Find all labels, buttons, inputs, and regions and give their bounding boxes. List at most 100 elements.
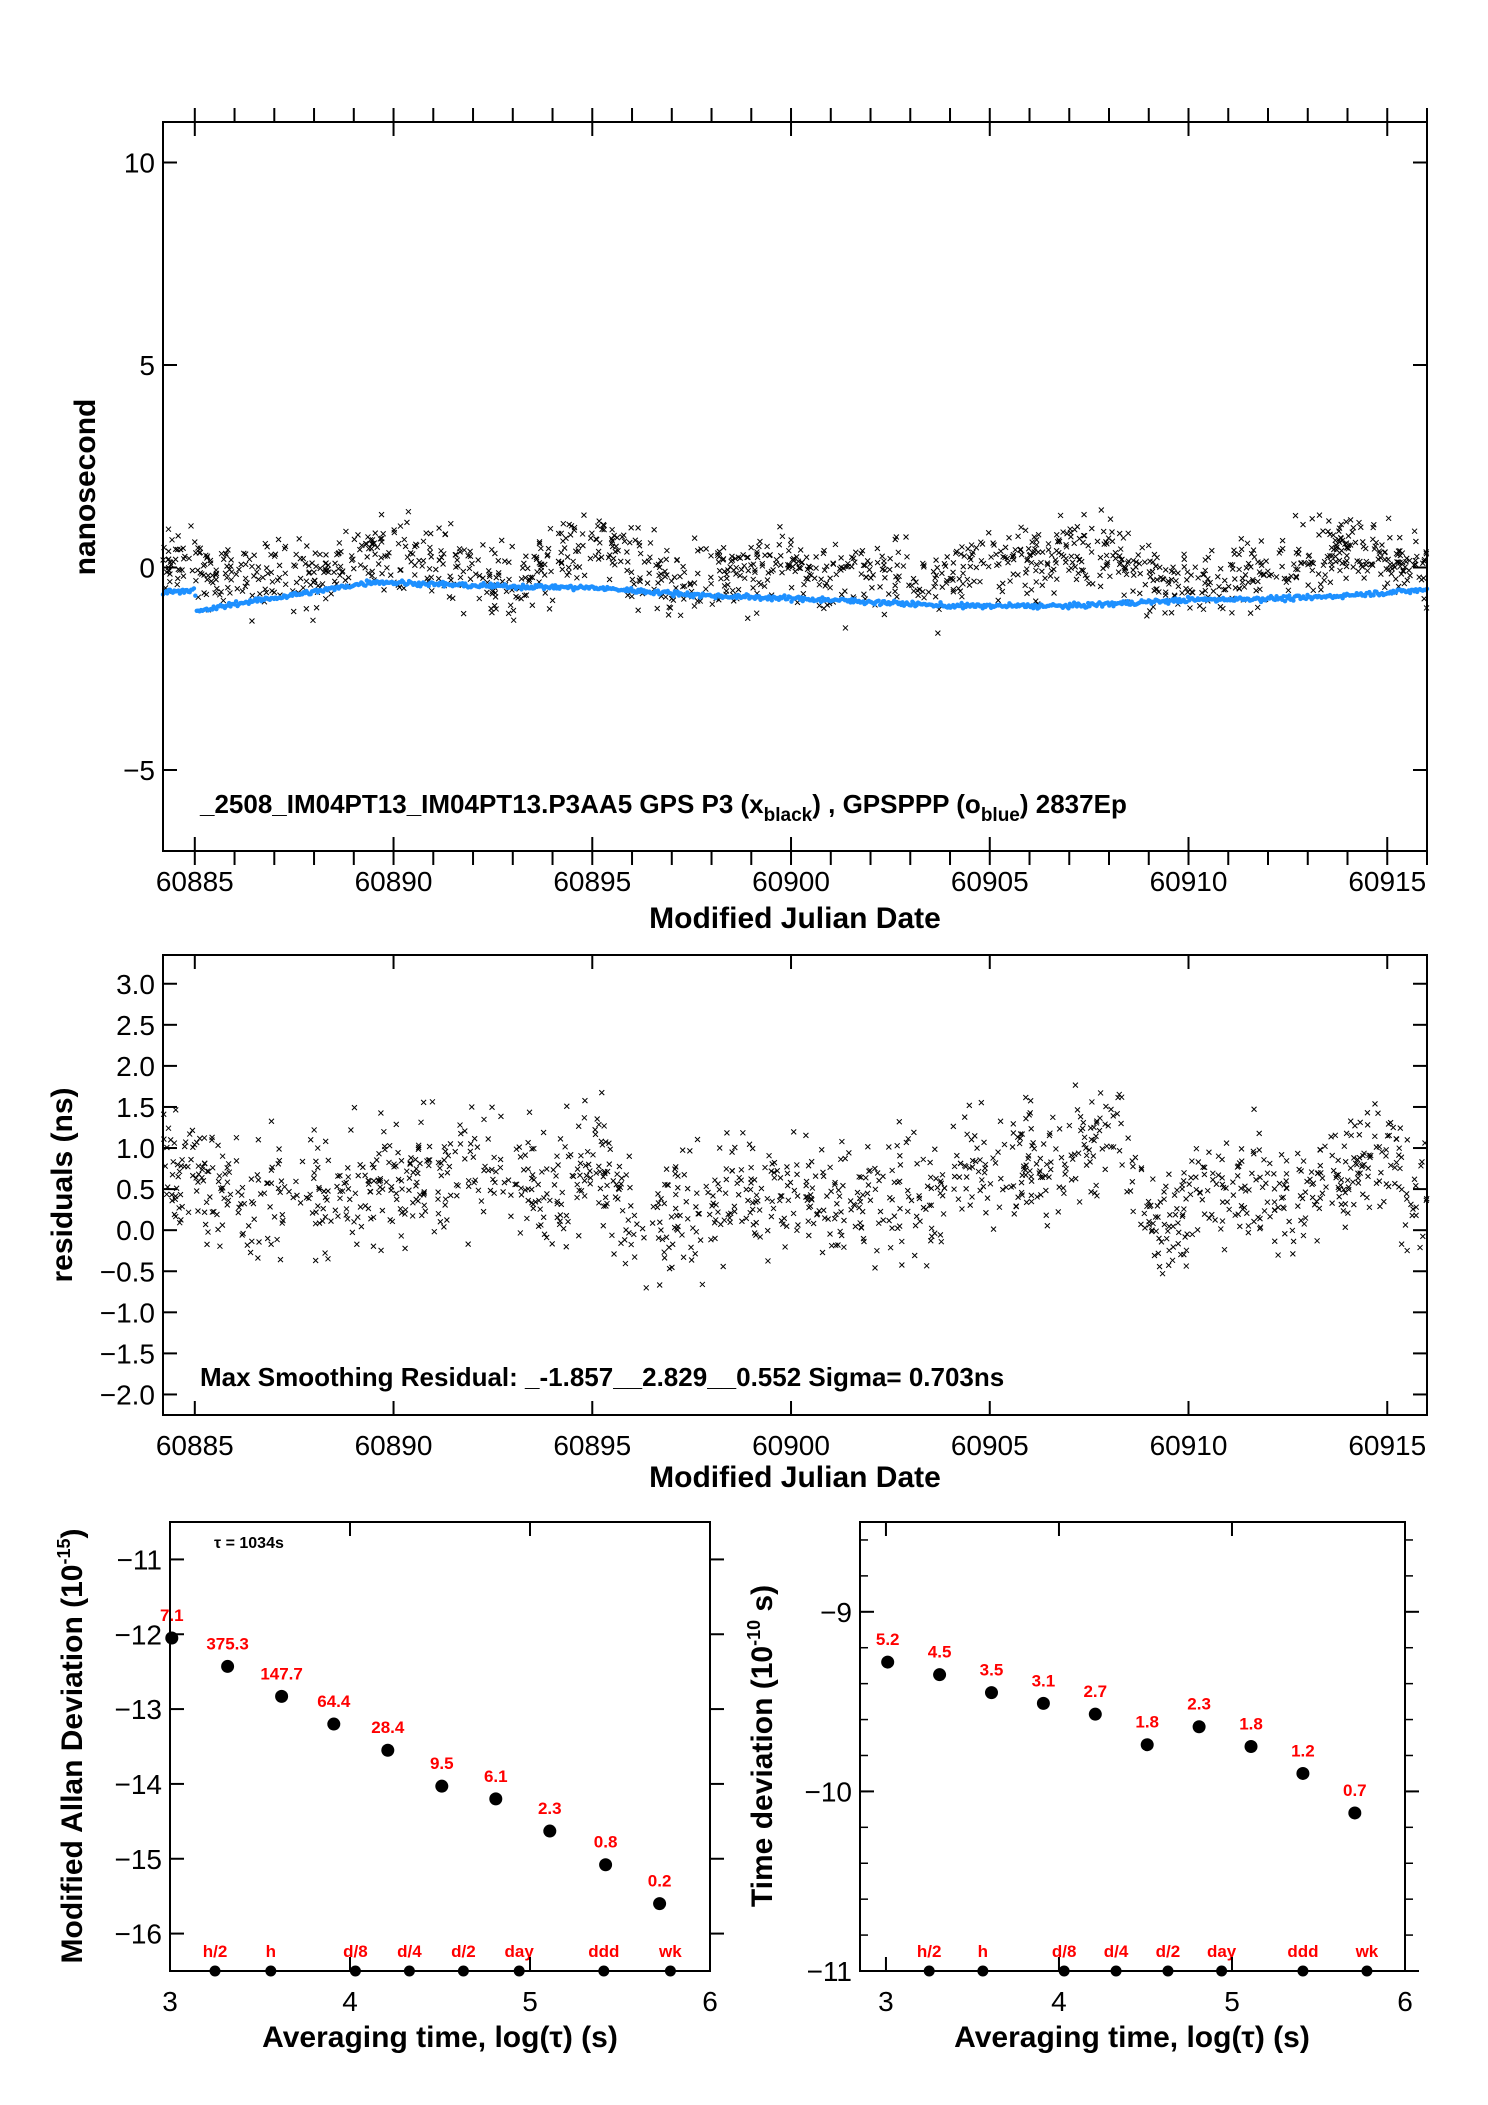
data-point-x	[795, 1222, 801, 1228]
data-point-x	[706, 1211, 713, 1218]
data-point-x	[455, 1182, 461, 1189]
data-point-x	[598, 1138, 605, 1145]
data-point-x	[1147, 1202, 1154, 1209]
data-point-x	[235, 1209, 242, 1216]
data-point-x	[262, 540, 269, 547]
data-point-x	[1292, 512, 1299, 519]
data-point-x	[1322, 572, 1329, 578]
data-point-x	[607, 1146, 614, 1153]
data-point-x	[716, 567, 723, 574]
data-point-x	[684, 1185, 691, 1192]
data-point-x	[1316, 532, 1322, 538]
data-point-x	[310, 1175, 317, 1182]
data-point-x	[191, 539, 198, 545]
data-point-x	[1352, 1122, 1358, 1129]
y-tick-label: 1.0	[116, 1133, 155, 1164]
data-point-x	[819, 1249, 826, 1256]
data-point-x	[224, 584, 231, 591]
data-point-x	[1328, 1133, 1334, 1140]
data-point-x	[1141, 559, 1148, 566]
data-point-x	[694, 1136, 701, 1143]
data-point-x	[756, 543, 762, 550]
data-point-x	[1342, 1189, 1349, 1196]
data-point-x	[1227, 561, 1234, 568]
data-point-x	[600, 1222, 607, 1229]
data-point-x	[767, 551, 773, 558]
data-point-x	[602, 1170, 608, 1177]
data-point-x	[565, 1218, 571, 1225]
data-point-x	[581, 512, 587, 519]
data-point-x	[417, 1160, 423, 1167]
data-point-x	[990, 1155, 996, 1161]
data-point-x	[631, 1212, 638, 1219]
data-point-x	[367, 1188, 373, 1195]
data-point-x	[1298, 1217, 1304, 1224]
data-point-x	[174, 575, 181, 582]
data-point-x	[862, 562, 868, 569]
point-label: 2.3	[538, 1799, 562, 1818]
interval-label: d/8	[343, 1942, 368, 1961]
data-point-x	[343, 1206, 350, 1212]
data-point-x	[912, 1222, 919, 1229]
data-point-x	[1332, 1132, 1339, 1139]
data-point-x	[441, 1223, 447, 1230]
data-point-x	[985, 529, 992, 536]
data-point-x	[1130, 557, 1137, 564]
data-point-x	[810, 1220, 817, 1227]
data-point-x	[1192, 564, 1199, 571]
data-point-x	[974, 1145, 980, 1151]
data-point-x	[461, 547, 468, 553]
data-point-x	[1379, 542, 1385, 548]
data-point-x	[1226, 1206, 1233, 1213]
data-point-x	[558, 560, 565, 567]
data-point-x	[658, 1195, 664, 1202]
data-point-x	[1293, 573, 1300, 580]
data-point-x	[573, 564, 579, 570]
data-point-x	[452, 1148, 459, 1155]
data-point-x	[217, 1243, 223, 1250]
data-point-x	[1407, 572, 1413, 579]
data-point-x	[1081, 1141, 1088, 1148]
data-point-x	[1270, 1171, 1277, 1177]
data-point-x	[694, 570, 701, 577]
data-point-x	[1217, 1226, 1224, 1232]
data-point-x	[715, 559, 722, 565]
data-point-x	[560, 538, 566, 544]
data-point-x	[1238, 546, 1245, 553]
data-point-x	[1367, 1152, 1374, 1159]
data-point-x	[1166, 1212, 1173, 1218]
data-point-x	[1387, 561, 1394, 568]
data-point-x	[604, 1182, 610, 1189]
data-point-x	[630, 1231, 637, 1238]
data-point-x	[1035, 549, 1042, 555]
data-point-o	[696, 592, 701, 597]
data-point-x	[395, 1149, 401, 1156]
data-point-x	[835, 1242, 841, 1248]
data-point-x	[960, 570, 966, 577]
data-point-x	[703, 545, 710, 552]
data-point-x	[176, 1168, 183, 1175]
data-point-x	[667, 605, 674, 611]
data-point-x	[536, 1197, 542, 1204]
data-point-x	[1267, 1213, 1273, 1220]
x-tick-label: 60915	[1348, 866, 1426, 897]
data-point-x	[831, 1181, 838, 1188]
data-point-x	[1261, 1156, 1267, 1163]
data-point-x	[189, 1127, 196, 1134]
data-point-x	[1102, 1166, 1109, 1173]
data-point-x	[1202, 567, 1209, 574]
p4-y-axis-title: Time deviation (10-10 s)	[744, 1585, 779, 1907]
data-point-x	[538, 545, 544, 552]
data-point-x	[966, 582, 973, 588]
data-point-x	[1166, 1247, 1173, 1254]
data-point-x	[233, 571, 240, 578]
data-point-x	[1254, 604, 1261, 611]
data-point-x	[540, 1214, 547, 1221]
data-point-x	[1319, 1190, 1326, 1197]
data-point-x	[941, 1185, 948, 1191]
data-point-x	[732, 555, 739, 562]
data-point-x	[1221, 1246, 1228, 1253]
data-point-x	[897, 1205, 903, 1212]
data-point-x	[1047, 573, 1054, 579]
data-point-x	[362, 564, 369, 571]
